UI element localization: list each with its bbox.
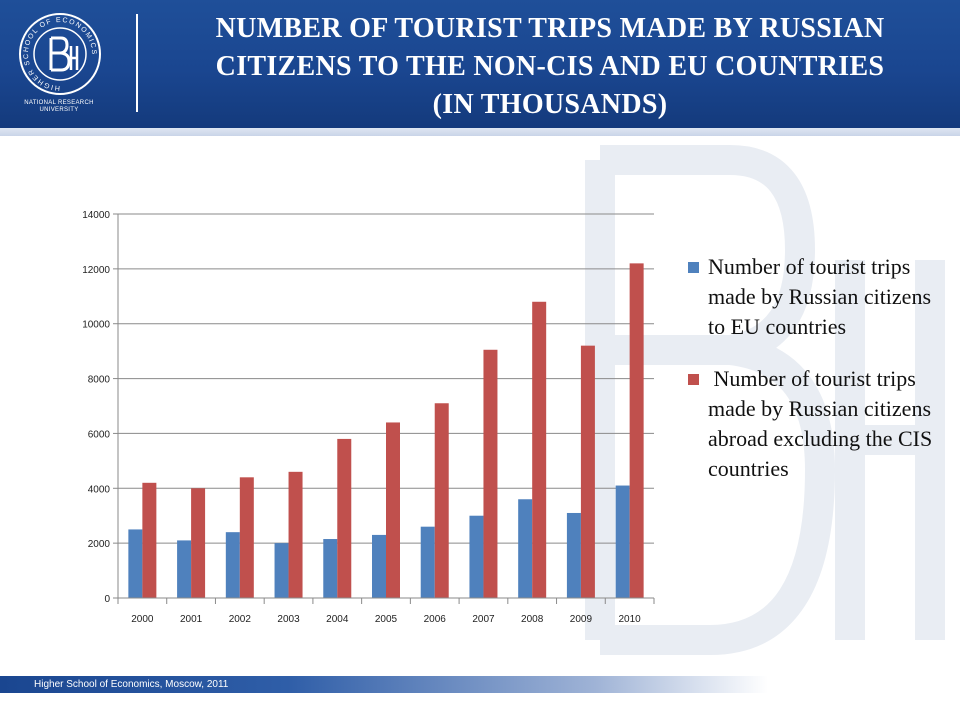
bar-eu-2001 (177, 540, 192, 598)
bar-non-cis-2000 (142, 482, 157, 598)
bar-non-cis-2010 (629, 263, 644, 598)
bar-non-cis-2007 (483, 349, 498, 598)
bar-eu-2004 (323, 539, 338, 598)
logo-caption-line-1: NATIONAL RESEARCH (24, 100, 94, 106)
x-tick-label: 2004 (326, 614, 349, 625)
legend-swatch-non-cis (688, 374, 699, 385)
x-tick-label: 2009 (570, 614, 593, 625)
x-tick-label: 2003 (277, 614, 300, 625)
bar-eu-2008 (518, 499, 533, 598)
y-axis-ticks: 0 2000 4000 6000 8000 10000 12000 14000 (82, 210, 118, 605)
title-line-1: NUMBER OF TOURIST TRIPS MADE BY RUSSIAN (215, 13, 885, 44)
bar-non-cis-2006 (434, 403, 449, 598)
y-tick-label: 0 (104, 594, 110, 605)
hse-logo: HIGHER SCHOOL OF ECONOMICS NATIONAL RESE… (14, 8, 130, 120)
x-tick-label: 2006 (424, 614, 447, 625)
header-underline (0, 128, 960, 136)
bar-non-cis-2008 (532, 301, 547, 598)
x-tick-label: 2002 (229, 614, 252, 625)
watermark-emblem (585, 145, 945, 655)
y-tick-label: 8000 (88, 375, 111, 386)
bar-eu-2000 (128, 529, 143, 598)
bar-eu-2005 (372, 534, 386, 598)
header-divider (136, 14, 138, 112)
y-tick-label: 4000 (88, 484, 111, 495)
y-tick-label: 10000 (82, 320, 110, 331)
footer-text: Higher School of Economics, Moscow, 2011 (34, 679, 229, 690)
x-tick-label: 2007 (472, 614, 495, 625)
y-tick-label: 6000 (88, 429, 111, 440)
x-tick-label: 2010 (619, 614, 642, 625)
bar-non-cis-2005 (386, 422, 400, 598)
x-tick-label: 2005 (375, 614, 398, 625)
y-tick-label: 14000 (82, 210, 110, 221)
x-axis-ticks: 2000 2001 2002 2003 2004 2005 2006 2007 2008 2009… (131, 598, 655, 625)
bar-eu-2007 (469, 515, 484, 598)
x-tick-label: 2000 (131, 614, 154, 625)
page-title: NUMBER OF TOURIST TRIPS MADE BY RUSSIAN … (160, 10, 940, 124)
legend-item-eu: Number of tourist trips made by Russian … (688, 252, 943, 342)
chart-bars (128, 263, 644, 598)
bar-non-cis-2002 (239, 477, 254, 598)
logo-caption: NATIONAL RESEARCH UNIVERSITY (14, 100, 104, 114)
bar-eu-2002 (225, 532, 240, 598)
bar-non-cis-2001 (191, 488, 206, 598)
bar-eu-2006 (420, 526, 435, 598)
legend-swatch-eu (688, 262, 699, 273)
footer-bar (0, 676, 960, 693)
bar-eu-2009 (566, 512, 581, 598)
bar-non-cis-2004 (337, 438, 352, 598)
title-line-2: CITIZENS TO THE NON-CIS AND EU COUNTRIES (215, 51, 885, 82)
legend-label-eu: Number of tourist trips made by Russian … (708, 254, 937, 339)
chart-axes (117, 214, 654, 604)
bar-eu-2010 (615, 485, 630, 598)
legend-label-non-cis: Number of tourist trips made by Russian … (708, 366, 938, 481)
bar-non-cis-2003 (288, 471, 303, 598)
bar-eu-2003 (274, 543, 289, 598)
x-tick-label: 2008 (521, 614, 544, 625)
legend-item-non-cis: Number of tourist trips made by Russian … (688, 364, 943, 484)
y-tick-label: 12000 (82, 265, 110, 276)
header-band: HIGHER SCHOOL OF ECONOMICS NATIONAL RESE… (0, 0, 960, 128)
title-line-3: (IN THOUSANDS) (432, 89, 668, 120)
hse-logo-emblem: HIGHER SCHOOL OF ECONOMICS (19, 13, 101, 95)
bar-non-cis-2009 (580, 345, 595, 598)
chart-legend: Number of tourist trips made by Russian … (688, 252, 943, 506)
y-tick-label: 2000 (88, 539, 111, 550)
logo-caption-line-2: UNIVERSITY (39, 107, 79, 113)
x-tick-label: 2001 (180, 614, 203, 625)
